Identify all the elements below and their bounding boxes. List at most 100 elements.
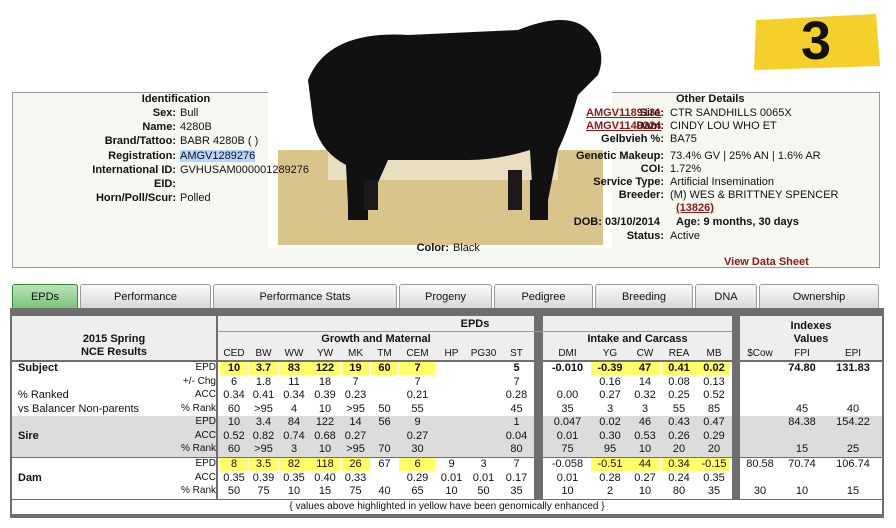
cell: 14 bbox=[638, 375, 652, 388]
cell: 0.43 bbox=[668, 416, 690, 428]
group-header: Growth and Maternal bbox=[321, 333, 431, 345]
column-header: REA bbox=[668, 348, 690, 359]
field-label: Color: bbox=[416, 242, 449, 254]
cell: 70.74 bbox=[788, 458, 816, 470]
tab[interactable]: Performance Stats bbox=[213, 284, 397, 308]
cell: 18 bbox=[318, 375, 332, 388]
cell: 75 bbox=[349, 485, 362, 498]
footer-bg bbox=[12, 500, 882, 514]
cell: 10 bbox=[445, 485, 458, 498]
cell: 80.58 bbox=[746, 458, 774, 470]
field-value: AMGV1289276 bbox=[180, 149, 256, 162]
column-header: DMI bbox=[558, 348, 577, 359]
field-value: 1.72% bbox=[670, 163, 702, 175]
cell: 95 bbox=[603, 443, 617, 456]
cell: 0.02 bbox=[599, 416, 621, 428]
cell: 40 bbox=[846, 402, 860, 415]
section-bg bbox=[740, 362, 882, 417]
cell: 55 bbox=[411, 402, 424, 415]
column-header: TM bbox=[377, 348, 392, 359]
group-header: Intake and Carcass bbox=[587, 333, 688, 345]
cell: -0.010 bbox=[551, 362, 584, 374]
cell: 7 bbox=[513, 375, 520, 388]
row-name: Sire bbox=[18, 429, 39, 442]
cell: 0.01 bbox=[472, 471, 495, 484]
cell: 10 bbox=[220, 362, 248, 375]
cell: 47 bbox=[630, 362, 660, 375]
cell: 26 bbox=[341, 458, 370, 471]
column-header: PG30 bbox=[470, 348, 497, 359]
cell: 80 bbox=[672, 485, 686, 498]
tab[interactable]: Ownership bbox=[759, 284, 879, 308]
row-type: ACC bbox=[194, 389, 216, 401]
cell: 0.04 bbox=[505, 429, 528, 442]
cell: 0.28 bbox=[505, 389, 528, 402]
tab[interactable]: EPDs bbox=[12, 284, 78, 308]
cell: 65 bbox=[411, 485, 424, 498]
cell: 9 bbox=[414, 416, 421, 428]
field-label: Sire: bbox=[639, 107, 664, 119]
cell: 84 bbox=[287, 416, 301, 428]
section-bg bbox=[12, 458, 216, 499]
field-label: Breeder: bbox=[618, 189, 664, 201]
tab[interactable]: Performance bbox=[80, 284, 211, 308]
cell: 10 bbox=[561, 485, 574, 498]
tab[interactable]: Progeny bbox=[399, 284, 492, 308]
cell: 15 bbox=[795, 443, 809, 456]
tab[interactable]: Breeding bbox=[595, 284, 693, 308]
group-header: Indexes bbox=[790, 320, 832, 332]
cell: 3.4 bbox=[255, 416, 272, 428]
field-value: Artificial Insemination bbox=[670, 176, 774, 188]
cell: 45 bbox=[510, 402, 523, 415]
cell: 0.01 bbox=[440, 471, 463, 484]
cell: 0.34 bbox=[661, 458, 697, 471]
cell: 0.27 bbox=[634, 471, 656, 484]
column-header: YW bbox=[316, 348, 334, 359]
cell: 118 bbox=[310, 458, 340, 471]
cell: 0.13 bbox=[703, 375, 725, 388]
cell: 5 bbox=[513, 362, 520, 374]
cell: 6 bbox=[230, 375, 238, 388]
cell: 0.01 bbox=[556, 429, 579, 442]
column-header: CEM bbox=[406, 348, 429, 359]
cell: 106.74 bbox=[836, 458, 870, 470]
cell: 0.68 bbox=[314, 429, 336, 442]
cell: 0.35 bbox=[283, 471, 305, 484]
epds-header: EPDs bbox=[460, 318, 490, 330]
header-bg bbox=[218, 316, 534, 360]
row-type: % Rank bbox=[180, 485, 216, 497]
cell: 3.5 bbox=[249, 458, 278, 471]
field-label: Service Type: bbox=[593, 176, 664, 188]
cell: 75 bbox=[257, 485, 270, 498]
cell: >95 bbox=[254, 443, 273, 456]
cell: 0.02 bbox=[698, 362, 730, 375]
cell: >95 bbox=[346, 402, 365, 415]
section-bg bbox=[543, 416, 732, 457]
cell: 60 bbox=[227, 402, 241, 415]
cell: 0.01 bbox=[556, 471, 579, 484]
cell: 55 bbox=[672, 402, 686, 415]
tab[interactable]: DNA bbox=[695, 284, 757, 308]
field-value: Bull bbox=[180, 107, 199, 119]
row-type: ACC bbox=[194, 429, 216, 441]
cell: 3 bbox=[480, 458, 487, 470]
row-type: EPD bbox=[195, 458, 216, 469]
field-label: Sex: bbox=[152, 107, 176, 119]
cell: 0.41 bbox=[252, 389, 275, 402]
cell: 1 bbox=[513, 416, 520, 428]
tab[interactable]: Pedigree bbox=[494, 284, 593, 308]
cell: 15 bbox=[318, 485, 332, 498]
nce-title: 2015 Spring bbox=[82, 333, 146, 345]
record-link[interactable]: AMGV1149224 bbox=[586, 120, 662, 132]
cell: 0.08 bbox=[668, 375, 690, 388]
cell: 50 bbox=[227, 485, 241, 498]
breeder-link[interactable]: (13826) bbox=[676, 202, 714, 214]
record-link[interactable]: AMGV1189131 bbox=[586, 107, 662, 119]
cell: 0.21 bbox=[406, 389, 429, 402]
cell: 85 bbox=[707, 402, 721, 415]
cell: 154.22 bbox=[836, 416, 870, 428]
field-label: Genetic Makeup: bbox=[575, 150, 664, 162]
data-sheet-link[interactable]: View Data Sheet bbox=[724, 256, 809, 268]
cell: 20 bbox=[707, 443, 721, 456]
